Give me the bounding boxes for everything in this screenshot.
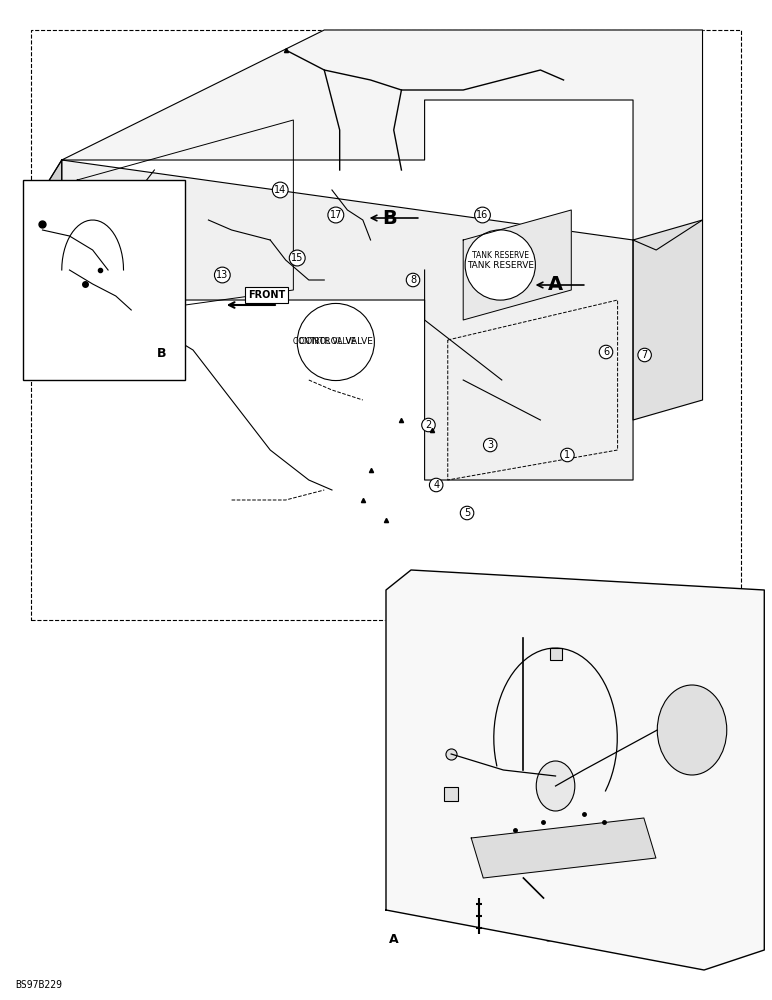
- Text: 26: 26: [604, 790, 615, 798]
- Text: 36: 36: [419, 770, 431, 778]
- Text: 42: 42: [516, 782, 527, 790]
- Polygon shape: [62, 30, 703, 250]
- Text: 19: 19: [733, 738, 744, 746]
- Text: 17: 17: [330, 210, 342, 220]
- Text: 22: 22: [700, 846, 712, 854]
- Text: TANK RESERVE: TANK RESERVE: [467, 260, 533, 269]
- Text: 6: 6: [603, 347, 609, 357]
- Text: 28: 28: [530, 912, 541, 920]
- Circle shape: [657, 685, 726, 775]
- Polygon shape: [386, 570, 764, 970]
- FancyBboxPatch shape: [23, 180, 185, 380]
- Text: 40: 40: [419, 730, 431, 738]
- Text: B: B: [157, 347, 167, 360]
- Text: 36: 36: [650, 898, 662, 906]
- Text: 41: 41: [543, 718, 555, 726]
- Text: 38: 38: [608, 869, 619, 879]
- Text: 30: 30: [409, 853, 421, 862]
- Text: 13: 13: [216, 270, 229, 280]
- Text: 16: 16: [476, 210, 489, 220]
- Text: 32: 32: [496, 742, 507, 750]
- Text: 33: 33: [419, 790, 431, 798]
- Text: A: A: [548, 275, 564, 294]
- Text: B: B: [382, 209, 398, 228]
- Text: 27: 27: [540, 896, 551, 904]
- Text: 18: 18: [744, 818, 756, 826]
- Text: 3: 3: [487, 440, 493, 450]
- Polygon shape: [31, 160, 62, 320]
- Text: 31: 31: [644, 814, 655, 822]
- Text: 7: 7: [642, 350, 648, 360]
- Text: 18: 18: [600, 818, 611, 826]
- Text: CONTROL VALVE: CONTROL VALVE: [293, 338, 356, 347]
- Text: 21: 21: [719, 853, 730, 862]
- Circle shape: [537, 761, 575, 811]
- Text: TANK RESERVE: TANK RESERVE: [472, 250, 529, 259]
- Text: 25: 25: [584, 754, 595, 762]
- Text: 10: 10: [63, 259, 75, 269]
- Text: 43: 43: [510, 867, 521, 876]
- Text: 1: 1: [564, 450, 571, 460]
- Polygon shape: [31, 160, 62, 320]
- Text: 39: 39: [576, 850, 587, 858]
- Text: BS97B229: BS97B229: [15, 980, 63, 990]
- Text: 20: 20: [716, 714, 728, 722]
- Polygon shape: [471, 818, 656, 878]
- Text: 31: 31: [415, 814, 427, 822]
- Text: 23: 23: [676, 838, 688, 846]
- Text: 42: 42: [636, 910, 648, 918]
- Text: 24: 24: [408, 702, 418, 710]
- Polygon shape: [463, 210, 571, 320]
- Text: 31: 31: [696, 814, 708, 822]
- Text: 15: 15: [291, 253, 303, 263]
- Text: 9: 9: [49, 219, 56, 229]
- Text: 4: 4: [433, 480, 439, 490]
- Text: FRONT: FRONT: [248, 290, 285, 300]
- Text: 35: 35: [473, 649, 485, 658]
- Text: 8: 8: [410, 275, 416, 285]
- Text: 5: 5: [464, 508, 470, 518]
- Polygon shape: [62, 160, 633, 480]
- Text: 34: 34: [600, 617, 611, 626]
- Text: 37: 37: [634, 886, 645, 894]
- Text: 14: 14: [274, 185, 286, 195]
- Text: CONTROL VALVE: CONTROL VALVE: [299, 338, 373, 347]
- Text: 29: 29: [543, 930, 555, 938]
- Text: 2: 2: [425, 420, 432, 430]
- Text: 33: 33: [592, 666, 604, 674]
- Text: A: A: [389, 933, 398, 946]
- Polygon shape: [633, 220, 703, 420]
